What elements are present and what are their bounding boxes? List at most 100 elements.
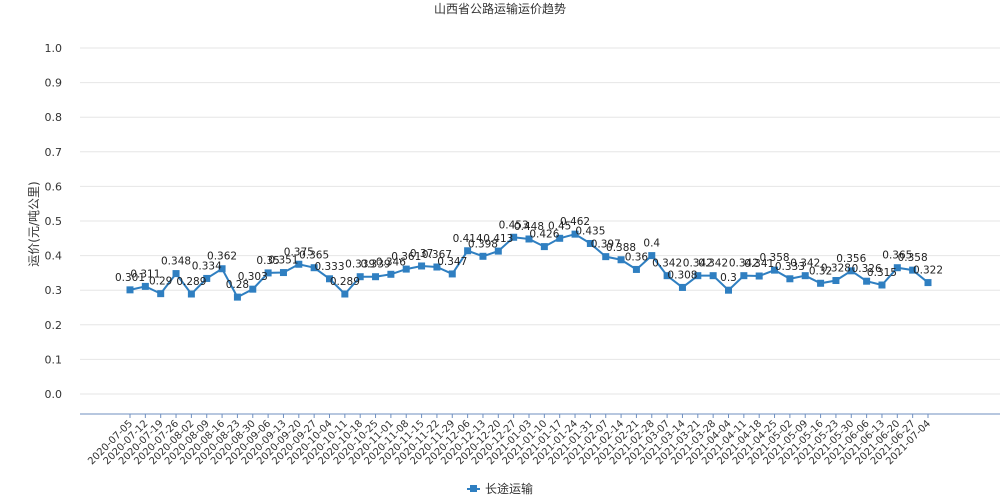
data-label: 0.328 bbox=[821, 263, 851, 275]
data-label: 0.333 bbox=[775, 261, 805, 273]
data-label: 0.342 bbox=[729, 258, 759, 270]
chart-title: 山西省公路运输运价趋势 bbox=[434, 1, 566, 16]
y-tick-label: 0.6 bbox=[45, 180, 63, 193]
data-point bbox=[817, 279, 825, 287]
data-point bbox=[725, 286, 732, 294]
data-label: 0.365 bbox=[299, 250, 329, 262]
y-tick-label: 0.0 bbox=[45, 388, 63, 401]
data-label: 0.356 bbox=[836, 253, 866, 265]
data-label: 0.435 bbox=[575, 225, 605, 237]
data-label: 0.45 bbox=[548, 220, 571, 232]
data-label: 0.342 bbox=[652, 258, 682, 270]
data-label: 0.414 bbox=[453, 233, 483, 245]
data-point bbox=[617, 256, 625, 264]
data-label: 0.375 bbox=[284, 246, 314, 258]
data-label: 0.289 bbox=[176, 276, 206, 288]
data-point bbox=[571, 230, 579, 238]
data-point bbox=[279, 269, 287, 277]
data-point bbox=[433, 263, 441, 271]
data-point bbox=[755, 272, 763, 280]
data-point bbox=[909, 266, 917, 274]
data-point bbox=[801, 272, 809, 280]
data-label: 0.341 bbox=[744, 258, 774, 270]
data-point bbox=[126, 286, 134, 294]
legend[interactable]: 长途运输 bbox=[467, 481, 533, 496]
data-label: 0.346 bbox=[376, 256, 406, 268]
data-label: 0.308 bbox=[667, 269, 697, 281]
data-point bbox=[187, 290, 195, 298]
data-label: 0.333 bbox=[314, 261, 344, 273]
data-label: 0.358 bbox=[760, 252, 790, 264]
data-point bbox=[924, 279, 932, 287]
data-point bbox=[233, 293, 241, 301]
data-point bbox=[464, 247, 472, 255]
data-point bbox=[310, 264, 318, 272]
data-label: 0.37 bbox=[410, 248, 433, 260]
data-label: 0.311 bbox=[130, 268, 160, 280]
data-point bbox=[786, 275, 794, 283]
data-point bbox=[863, 277, 871, 285]
data-point bbox=[556, 234, 564, 242]
data-label: 0.388 bbox=[606, 242, 636, 254]
data-point bbox=[448, 270, 456, 278]
data-label: 0.365 bbox=[882, 250, 912, 262]
data-label: 0.315 bbox=[867, 267, 897, 279]
data-label: 0.36 bbox=[625, 251, 649, 263]
data-label: 0.326 bbox=[852, 263, 882, 275]
data-point bbox=[418, 262, 426, 270]
data-label: 0.339 bbox=[361, 259, 391, 271]
data-label: 0.361 bbox=[391, 251, 421, 263]
data-label: 0.448 bbox=[514, 221, 544, 233]
data-point bbox=[172, 270, 180, 278]
data-label: 0.358 bbox=[898, 252, 928, 264]
data-label: 0.426 bbox=[529, 229, 559, 241]
data-point bbox=[141, 282, 149, 290]
data-label: 0.289 bbox=[330, 276, 360, 288]
data-label: 0.29 bbox=[149, 276, 172, 288]
data-label: 0.367 bbox=[422, 249, 452, 261]
y-tick-label: 0.7 bbox=[45, 146, 63, 159]
data-point bbox=[479, 252, 487, 260]
data-point bbox=[832, 277, 840, 285]
data-point bbox=[326, 275, 333, 283]
data-point bbox=[157, 290, 165, 298]
y-tick-label: 1.0 bbox=[45, 42, 63, 55]
y-tick-label: 0.5 bbox=[45, 215, 63, 228]
data-point bbox=[740, 272, 748, 280]
legend-point-marker bbox=[470, 485, 477, 492]
data-point bbox=[525, 235, 533, 243]
data-label: 0.334 bbox=[192, 260, 222, 272]
data-label: 0.462 bbox=[560, 216, 590, 228]
data-point bbox=[847, 267, 855, 275]
data-label: 0.339 bbox=[345, 259, 375, 271]
data-label: 0.301 bbox=[115, 272, 145, 284]
data-point bbox=[356, 273, 364, 281]
data-point bbox=[510, 233, 518, 241]
data-label: 0.351 bbox=[268, 255, 298, 267]
data-label: 0.348 bbox=[161, 256, 191, 268]
data-label-layer: 0.3010.3110.290.3480.2890.3340.3620.280.… bbox=[115, 216, 943, 291]
data-label: 0.398 bbox=[468, 238, 498, 250]
data-label: 0.342 bbox=[790, 258, 820, 270]
data-point bbox=[632, 265, 640, 273]
grid-layer bbox=[80, 47, 1000, 395]
data-label: 0.397 bbox=[591, 239, 621, 251]
y-tick-label: 0.2 bbox=[45, 319, 63, 332]
data-point bbox=[878, 281, 886, 289]
data-label: 0.413 bbox=[483, 233, 513, 245]
data-point bbox=[694, 272, 702, 280]
data-point bbox=[387, 270, 395, 278]
data-label: 0.342 bbox=[698, 258, 728, 270]
data-point bbox=[586, 239, 594, 247]
data-label: 0.347 bbox=[437, 256, 467, 268]
data-point bbox=[203, 274, 211, 282]
data-label: 0.3 bbox=[720, 272, 737, 284]
data-label: 0.453 bbox=[499, 219, 529, 231]
data-point bbox=[341, 290, 349, 298]
data-point bbox=[663, 272, 671, 280]
y-tick-label: 0.1 bbox=[45, 353, 63, 366]
data-point bbox=[372, 273, 380, 281]
y-tick-label: 0.8 bbox=[45, 111, 63, 124]
data-label: 0.362 bbox=[207, 251, 237, 263]
